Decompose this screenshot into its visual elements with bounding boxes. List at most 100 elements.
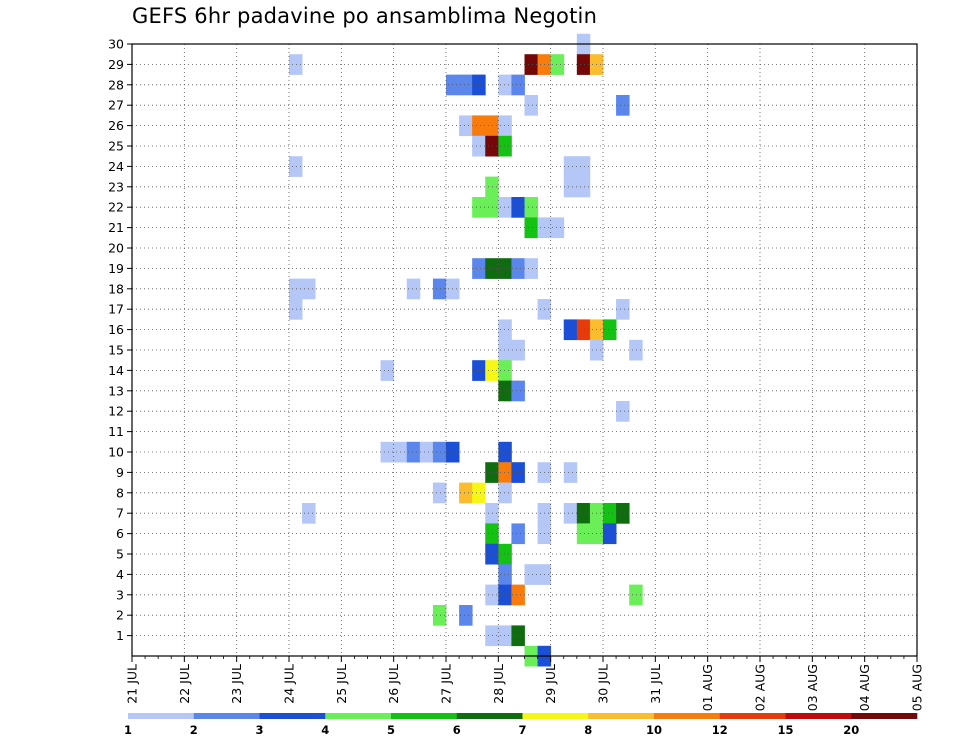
heatmap-cell: [511, 197, 525, 218]
heatmap-cell: [563, 462, 578, 483]
colorbar-label: 4: [321, 723, 329, 737]
y-tick-label: 13: [108, 383, 124, 398]
heatmap-cell: [498, 441, 512, 463]
y-tick-label: 14: [108, 363, 124, 378]
heatmap-cell: [289, 156, 303, 177]
heatmap-cell: [432, 441, 447, 463]
heatmap-cell: [616, 503, 630, 524]
x-tick-label: 31 JUL: [648, 664, 663, 704]
colorbar-label: 12: [712, 723, 728, 737]
y-tick-label: 12: [108, 404, 124, 419]
heatmap-cell: [498, 360, 512, 381]
heatmap-cell: [511, 339, 525, 361]
y-tick-label: 8: [116, 485, 124, 500]
y-tick-label: 15: [108, 343, 124, 358]
heatmap-cell: [511, 462, 525, 483]
y-tick-label: 4: [116, 567, 124, 582]
heatmap-cell: [289, 278, 303, 300]
y-tick-label: 30: [108, 37, 124, 52]
heatmap-cell: [524, 197, 538, 218]
heatmap-cell: [485, 135, 499, 157]
x-tick-label: 01 AUG: [700, 664, 715, 711]
heatmap-cell: [629, 339, 643, 361]
heatmap-cell: [563, 503, 578, 524]
heatmap-cell: [603, 503, 617, 524]
x-tick-label: 03 AUG: [805, 664, 820, 711]
heatmap-cell: [289, 54, 303, 75]
heatmap-cell: [380, 360, 395, 381]
heatmap-cell: [472, 197, 486, 218]
heatmap-cell: [576, 176, 591, 198]
heatmap-cell: [406, 278, 421, 300]
y-tick-label: 24: [108, 159, 124, 174]
heatmap-cell: [459, 482, 473, 504]
heatmap-cell: [472, 115, 486, 137]
heatmap-cell: [498, 462, 512, 483]
heatmap-cell: [576, 54, 591, 75]
y-tick-label: 27: [108, 98, 124, 113]
heatmap-cell: [380, 441, 395, 463]
heatmap-cell: [459, 74, 473, 96]
heatmap-cell: [432, 605, 447, 626]
heatmap-cell: [498, 115, 512, 137]
heatmap-cell: [472, 74, 486, 96]
y-tick-label: 1: [116, 628, 124, 643]
y-tick-label: 23: [108, 179, 124, 194]
colorbar-label: 15: [777, 723, 793, 737]
heatmap-cell: [616, 299, 630, 320]
heatmap-cell: [498, 380, 512, 402]
heatmap-cell: [576, 503, 591, 524]
heatmap-cell: [616, 401, 630, 422]
colorbar-label: 8: [584, 723, 592, 737]
x-tick-label: 24 JUL: [282, 664, 297, 704]
y-tick-label: 16: [108, 322, 124, 337]
heatmap-cell: [498, 543, 512, 565]
chart-title: GEFS 6hr padavine po ansamblima Negotin: [132, 4, 598, 28]
colorbar-swatch: [785, 713, 852, 719]
x-tick-label: 30 JUL: [596, 664, 611, 704]
colorbar-label: 1: [124, 723, 132, 737]
heatmap-cell: [485, 360, 499, 381]
heatmap-cell: [406, 441, 421, 463]
heatmap-cell: [511, 584, 525, 606]
y-tick-label: 29: [108, 57, 124, 72]
colorbar-label: 7: [518, 723, 526, 737]
colorbar-label: 10: [646, 723, 662, 737]
heatmap-cell: [550, 217, 565, 239]
heatmap-cell: [432, 482, 447, 504]
colorbar-swatch: [719, 713, 786, 719]
heatmap-cell: [472, 482, 486, 504]
heatmap-cell: [629, 584, 643, 606]
heatmap-cell: [485, 197, 499, 218]
y-tick-label: 26: [108, 118, 124, 133]
y-tick-label: 5: [116, 547, 124, 562]
colorbar-swatch: [259, 713, 326, 719]
heatmap-cell: [524, 95, 538, 116]
heatmap-cell: [563, 156, 578, 177]
heatmap-cell: [563, 176, 578, 198]
y-tick-label: 20: [108, 241, 124, 256]
heatmap-cell: [498, 74, 512, 96]
colorbar-swatch: [391, 713, 458, 719]
y-tick-label: 6: [116, 526, 124, 541]
heatmap-cell: [576, 523, 591, 545]
heatmap-cell: [289, 299, 303, 320]
heatmap-cell: [498, 135, 512, 157]
y-tick-label: 11: [108, 424, 124, 439]
y-tick-label: 2: [116, 608, 124, 623]
heatmap-cell: [485, 523, 499, 545]
x-tick-label: 05 AUG: [910, 664, 925, 711]
colorbar-swatch: [128, 713, 195, 719]
heatmap-cell: [485, 258, 499, 279]
x-axis: 21 JUL 22 JUL 23 JUL 24 JUL 25 JUL 26 JUL 27 J…: [125, 656, 925, 711]
x-tick-label: 04 AUG: [857, 664, 872, 711]
heatmap-cell: [498, 584, 512, 606]
heatmap-cell: [524, 564, 538, 585]
y-tick-label: 17: [108, 302, 124, 317]
heatmap-cell: [498, 258, 512, 279]
y-tick-label: 10: [108, 445, 124, 460]
y-axis: 1234567891011121314151617181920212223242…: [108, 37, 132, 643]
heatmap-cell: [498, 319, 512, 341]
y-tick-label: 18: [108, 281, 124, 296]
x-tick-label: 29 JUL: [543, 664, 558, 704]
